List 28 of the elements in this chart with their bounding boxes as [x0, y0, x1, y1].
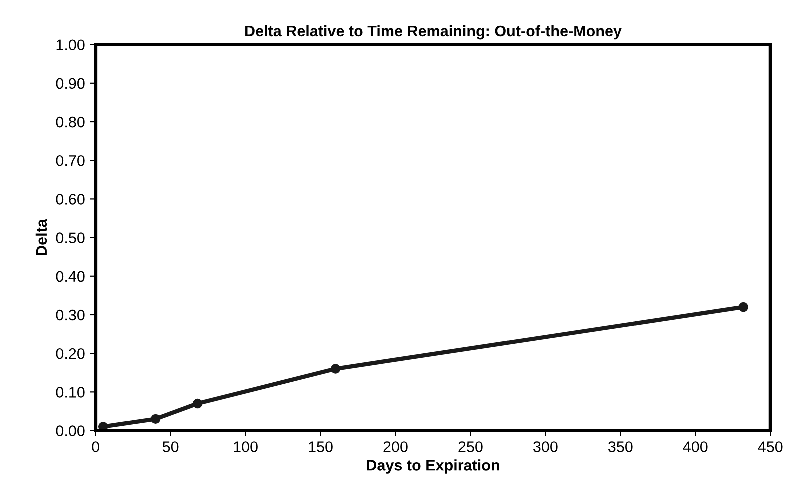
y-tick-label: 0.80 [56, 116, 85, 128]
x-tick-label: 150 [309, 442, 333, 452]
y-tick-label: 0.00 [56, 426, 85, 436]
x-tick-label: 350 [608, 442, 633, 452]
point [330, 364, 341, 374]
x-tick-label: 300 [534, 442, 558, 452]
point [738, 302, 748, 312]
y-tick-label: 0.10 [56, 387, 85, 398]
x-tick-label: 50 [162, 442, 179, 452]
x-tick-label: 0 [92, 442, 100, 452]
y-tick-label: 0.70 [56, 155, 85, 166]
x-tick-label: 200 [384, 442, 408, 452]
x-tick-label: 250 [458, 442, 483, 452]
y-tick-label: 0.30 [56, 310, 85, 321]
point [150, 414, 161, 424]
x-tick-label: 400 [683, 442, 708, 452]
y-tick-label: 0.40 [56, 271, 85, 282]
y-tick-label: 1.00 [56, 40, 85, 51]
x-axis-title: Days to Expiration [367, 460, 500, 474]
y-tick-label: 0.90 [56, 78, 85, 90]
y-axis-title: Delta [36, 219, 48, 256]
x-tick-label: 100 [234, 442, 258, 452]
y-tick-label: 0.60 [56, 194, 85, 205]
y-tick-label: 0.50 [56, 232, 85, 244]
x-tick-label: 450 [758, 442, 783, 452]
chart-title: Delta Relative to Time Remaining: Out-of-the-Money [246, 25, 622, 40]
y-tick-label: 0.20 [56, 348, 85, 360]
point [192, 398, 203, 409]
